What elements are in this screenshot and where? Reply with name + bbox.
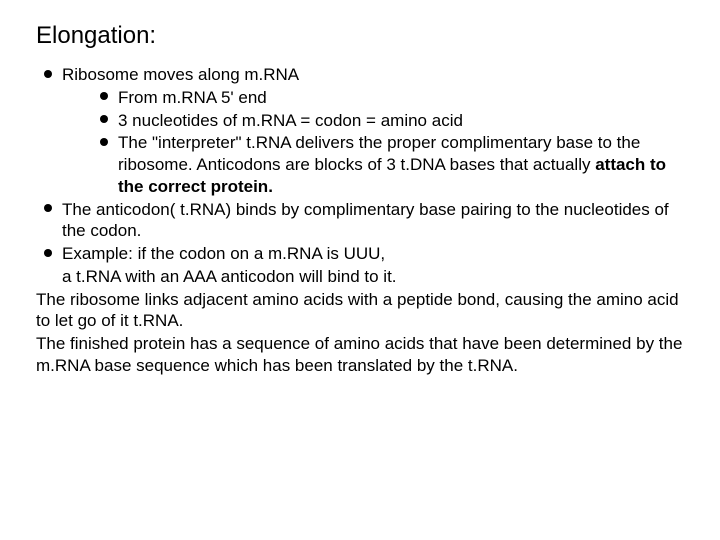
bullet-text: Example: if the codon on a m.RNA is UUU,	[62, 244, 385, 263]
bullet-text: Ribosome moves along m.RNA	[62, 65, 299, 84]
bullet-icon	[44, 70, 52, 78]
bullet-text: From m.RNA 5' end	[118, 88, 267, 107]
slide: Elongation: Ribosome moves along m.RNA F…	[0, 0, 720, 377]
sub-bullet-item: 3 nucleotides of m.RNA = codon = amino a…	[36, 110, 684, 132]
bullet-icon	[100, 92, 108, 100]
paragraph: The ribosome links adjacent amino acids …	[36, 289, 684, 333]
bullet-text: The "interpreter" t.RNA delivers the pro…	[118, 133, 640, 174]
bullet-icon	[44, 249, 52, 257]
bullet-text: The anticodon( t.RNA) binds by complimen…	[62, 200, 669, 241]
bullet-icon	[44, 204, 52, 212]
bullet-item: Example: if the codon on a m.RNA is UUU,	[36, 243, 684, 265]
bullet-text: 3 nucleotides of m.RNA = codon = amino a…	[118, 111, 463, 130]
continuation-line: a t.RNA with an AAA anticodon will bind …	[36, 266, 684, 288]
bullet-item: Ribosome moves along m.RNA	[36, 64, 684, 86]
paragraph: The finished protein has a sequence of a…	[36, 333, 684, 377]
bullet-icon	[100, 115, 108, 123]
sub-bullet-item: The "interpreter" t.RNA delivers the pro…	[36, 132, 684, 197]
sub-bullet-item: From m.RNA 5' end	[36, 87, 684, 109]
bullet-item: The anticodon( t.RNA) binds by complimen…	[36, 199, 684, 243]
slide-body: Ribosome moves along m.RNA From m.RNA 5'…	[36, 64, 684, 377]
bullet-icon	[100, 138, 108, 146]
slide-title: Elongation:	[36, 22, 684, 50]
